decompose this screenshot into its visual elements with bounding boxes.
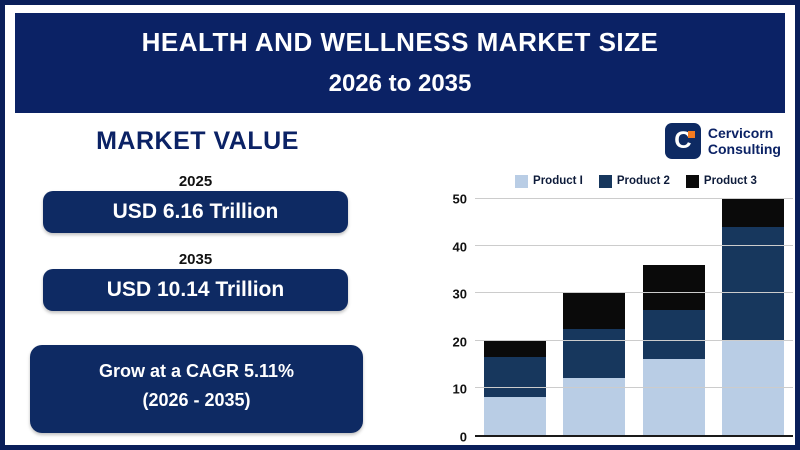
legend-item: Product 2 — [598, 174, 670, 188]
legend-label: Product 2 — [616, 175, 670, 187]
bar-segment — [642, 309, 705, 360]
gridline — [475, 386, 793, 388]
logo-orange-dot-icon — [687, 131, 695, 138]
logo-name-line2: Consulting — [707, 141, 781, 157]
bar-segment — [642, 265, 705, 310]
legend-item: Product I — [515, 174, 583, 188]
y-tick-label: 40 — [452, 239, 467, 255]
market-value-heading: MARKET VALUE — [96, 127, 299, 155]
year-label-2025: 2025 — [178, 173, 213, 190]
logo-name-line1: Cervicorn — [707, 125, 774, 141]
logo-c-icon: C — [664, 123, 701, 159]
cagr-line1: Grow at a CAGR 5.11% — [98, 361, 295, 381]
cagr-box: Grow at a CAGR 5.11% (2026 - 2035) — [30, 345, 363, 433]
bars-container — [475, 199, 793, 435]
company-logo: C Cervicorn Consulting — [664, 123, 781, 159]
gridline — [475, 339, 793, 341]
bar-segment — [483, 340, 546, 358]
chart-legend: Product I Product 2 Product 3 — [475, 171, 797, 191]
value-pill-2035: USD 10.14 Trillion — [43, 269, 348, 311]
y-tick-label: 0 — [459, 429, 467, 445]
gridline — [475, 292, 793, 294]
y-tick-label: 20 — [452, 334, 467, 350]
bar-segment — [563, 328, 626, 379]
year-label-2035: 2035 — [178, 251, 213, 268]
logo-initial: C — [674, 127, 692, 154]
title-years: 2026 to 2035 — [328, 70, 472, 97]
bar-segment — [722, 227, 785, 341]
legend-swatch-icon — [598, 174, 612, 188]
bar-segment — [483, 397, 546, 435]
stacked-bar — [722, 199, 785, 435]
y-tick-label: 30 — [452, 286, 467, 302]
main-title: HEALTH AND WELLNESS MARKET SIZE — [141, 27, 659, 57]
bar-segment — [722, 199, 785, 228]
y-axis-ticks: 0 10 20 30 40 50 — [445, 192, 469, 445]
plot-area — [475, 198, 793, 437]
bar-segment — [563, 378, 626, 435]
legend-item: Product 3 — [685, 174, 757, 188]
stacked-bar — [642, 199, 705, 435]
y-tick-label: 10 — [452, 381, 467, 397]
legend-swatch-icon — [685, 174, 699, 188]
bar-segment — [483, 357, 546, 398]
cagr-line2: (2026 - 2035) — [142, 390, 251, 410]
value-pill-2025: USD 6.16 Trillion — [43, 191, 348, 233]
legend-label: Product 3 — [703, 175, 757, 187]
bar-segment — [563, 293, 626, 329]
stacked-bar-chart: Product I Product 2 Product 3 0 10 20 30 40 50 — [445, 171, 797, 445]
logo-text: Cervicorn Consulting — [708, 125, 781, 157]
legend-label: Product I — [533, 175, 583, 187]
gridline — [475, 198, 793, 199]
legend-swatch-icon — [515, 174, 529, 188]
stacked-bar — [483, 199, 546, 435]
gridline — [475, 245, 793, 247]
bar-segment — [642, 359, 705, 435]
y-tick-label: 50 — [452, 191, 467, 207]
stacked-bar — [563, 199, 626, 435]
header-banner: HEALTH AND WELLNESS MARKET SIZE 2026 to … — [15, 13, 785, 113]
